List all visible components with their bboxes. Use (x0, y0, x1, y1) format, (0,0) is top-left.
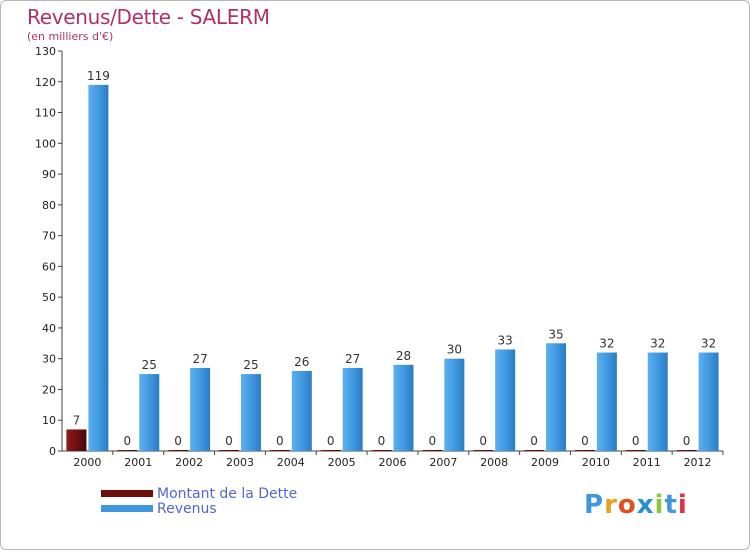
data-label-debt: 0 (174, 434, 182, 448)
data-label-debt: 0 (683, 434, 691, 448)
y-tick-label: 60 (42, 260, 56, 273)
data-label-revenue: 25 (243, 358, 258, 372)
bar-revenue (393, 364, 414, 451)
logo-letter: i (654, 490, 665, 520)
x-tick-label: 2001 (124, 456, 152, 469)
bar-revenue (342, 367, 363, 451)
y-tick-label: 80 (42, 199, 56, 212)
data-label-revenue: 27 (192, 352, 207, 366)
y-tick-label: 130 (35, 45, 56, 58)
data-label-debt: 0 (429, 434, 437, 448)
bar-debt (320, 450, 341, 451)
x-tick-label: 2009 (531, 456, 559, 469)
y-tick-label: 30 (42, 353, 56, 366)
data-label-revenue: 33 (498, 333, 513, 347)
y-tick-label: 100 (35, 137, 56, 150)
logo-letter: r (604, 490, 618, 520)
x-tick-label: 2008 (480, 456, 508, 469)
x-tick-label: 2002 (175, 456, 203, 469)
bar-revenue (190, 367, 211, 451)
data-label-debt: 0 (581, 434, 589, 448)
data-label-revenue: 32 (650, 337, 665, 351)
data-label-revenue: 25 (142, 358, 157, 372)
bar-debt (625, 450, 646, 451)
bar-revenue (596, 352, 617, 451)
chart-title: Revenus/Dette - SALERM (27, 5, 270, 29)
data-label-revenue: 32 (701, 337, 716, 351)
bar-revenue (495, 349, 516, 451)
data-label-revenue: 27 (345, 352, 360, 366)
x-tick-label: 2004 (277, 456, 305, 469)
bar-debt (117, 450, 138, 451)
bar-debt (269, 450, 290, 451)
data-label-debt: 0 (225, 434, 233, 448)
bar-revenue (240, 374, 261, 451)
bar-revenue (139, 374, 160, 451)
legend-label-debt: Montant de la Dette (157, 486, 298, 502)
data-label-debt: 0 (327, 434, 335, 448)
bar-debt (676, 450, 697, 451)
bar-revenue (698, 352, 719, 451)
bar-revenue (546, 343, 567, 451)
bar-debt (168, 450, 189, 451)
legend-swatch-debt (101, 490, 153, 497)
data-label-debt: 0 (632, 434, 640, 448)
x-tick-label: 2011 (633, 456, 661, 469)
data-label-debt: 7 (73, 413, 81, 427)
proxiti-logo: Proxiti (584, 490, 688, 520)
data-label-debt: 0 (530, 434, 538, 448)
x-tick-label: 2003 (226, 456, 254, 469)
x-tick-label: 2005 (328, 456, 356, 469)
x-tick-label: 2012 (684, 456, 712, 469)
bar-debt (218, 450, 239, 451)
bar-debt (524, 450, 545, 451)
x-tick-label: 2000 (73, 456, 101, 469)
bar-debt (473, 450, 494, 451)
bar-debt (422, 450, 443, 451)
y-tick-label: 0 (49, 445, 56, 458)
bar-revenue (444, 358, 465, 451)
x-tick-label: 2006 (379, 456, 407, 469)
logo-letter: o (617, 490, 637, 520)
data-label-debt: 0 (123, 434, 131, 448)
data-label-revenue: 30 (447, 343, 462, 357)
logo-letter: P (584, 490, 605, 520)
bar-revenue (88, 84, 109, 451)
y-tick-label: 110 (35, 107, 56, 120)
data-label-debt: 0 (378, 434, 386, 448)
y-tick-label: 120 (35, 76, 56, 89)
data-label-revenue: 28 (396, 349, 411, 363)
bar-debt (371, 450, 392, 451)
data-label-debt: 0 (276, 434, 284, 448)
y-tick-label: 10 (42, 414, 56, 427)
y-tick-label: 70 (42, 230, 56, 243)
legend-swatch-revenue (101, 505, 153, 512)
legend-label-revenue: Revenus (157, 501, 217, 517)
bar-debt (574, 450, 595, 451)
y-tick-label: 50 (42, 291, 56, 304)
data-label-debt: 0 (479, 434, 487, 448)
y-tick-label: 40 (42, 322, 56, 335)
data-label-revenue: 35 (548, 327, 563, 341)
logo-letter: t (664, 490, 678, 520)
data-label-revenue: 119 (87, 69, 110, 83)
x-tick-label: 2010 (582, 456, 610, 469)
y-tick-label: 20 (42, 383, 56, 396)
logo-letter: x (636, 490, 655, 520)
logo-letter: i (677, 490, 688, 520)
data-label-revenue: 26 (294, 355, 309, 369)
data-label-revenue: 32 (599, 337, 614, 351)
bar-revenue (291, 371, 312, 451)
bar-revenue (647, 352, 668, 451)
chart-subtitle: (en milliers d'€) (27, 30, 114, 43)
bar-debt (66, 429, 87, 451)
y-tick-label: 90 (42, 168, 56, 181)
x-tick-label: 2007 (429, 456, 457, 469)
